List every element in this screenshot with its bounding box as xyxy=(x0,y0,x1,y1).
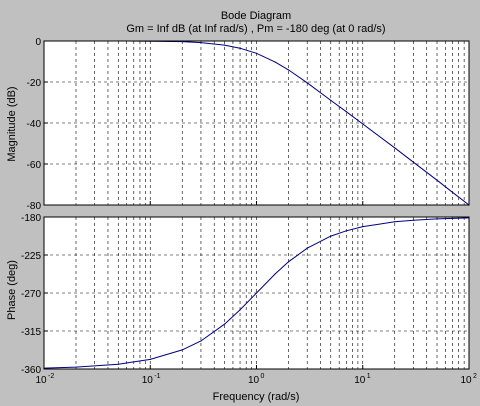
phase-data-point xyxy=(149,358,151,360)
x-tick-label-exponent: 0 xyxy=(261,373,265,380)
phase-data-point xyxy=(223,323,226,325)
x-tick-label-exponent: -1 xyxy=(154,373,160,380)
phase-data-point xyxy=(274,273,276,275)
phase-data-point xyxy=(412,219,415,221)
magnitude-y-tick-label: -40 xyxy=(27,119,42,130)
x-tick-label: 10 xyxy=(142,375,154,386)
x-tick-label: 10 xyxy=(248,375,260,386)
phase-axes-box xyxy=(43,216,470,370)
magnitude-data-point xyxy=(362,123,364,125)
chart-title: Bode Diagram xyxy=(221,10,291,22)
phase-y-tick-label: -360 xyxy=(21,365,41,376)
x-tick-label: 10 xyxy=(460,375,472,386)
x-tick-label-exponent: 1 xyxy=(367,373,371,380)
phase-data-point xyxy=(117,363,119,365)
phase-data-point xyxy=(255,292,258,294)
x-tick-label-exponent: 2 xyxy=(473,373,477,380)
phase-data-point xyxy=(75,366,77,368)
phase-data-point xyxy=(330,235,332,237)
phase-data-point xyxy=(181,349,183,351)
x-tick-label: 10 xyxy=(35,375,47,386)
magnitude-data-point xyxy=(200,42,202,44)
phase-data-point xyxy=(306,247,308,249)
phase-response-line xyxy=(43,217,470,369)
magnitude-data-point xyxy=(436,179,438,181)
phase-data-point xyxy=(436,218,438,220)
phase-y-tick-label: -225 xyxy=(21,251,41,262)
magnitude-data-point xyxy=(255,52,258,54)
phase-data-point xyxy=(362,226,364,228)
magnitude-data-point xyxy=(306,82,308,84)
magnitude-axes-box xyxy=(43,40,470,206)
x-tick-label: 10 xyxy=(354,375,366,386)
magnitude-data-point xyxy=(287,69,290,71)
phase-data-point xyxy=(287,261,290,263)
phase-y-tick-label: -315 xyxy=(21,327,41,338)
phase-data-point xyxy=(200,340,202,342)
phase-y-tick-label: -180 xyxy=(21,213,41,224)
phase-data-point xyxy=(394,221,396,223)
magnitude-y-tick-label: -80 xyxy=(27,201,42,212)
phase-axis-label: Phase (deg) xyxy=(6,260,18,320)
magnitude-y-tick-label: -20 xyxy=(27,78,42,89)
magnitude-data-point xyxy=(223,44,226,46)
magnitude-data-point xyxy=(274,61,276,63)
magnitude-data-point xyxy=(451,191,454,193)
x-tick-label-exponent: -2 xyxy=(48,373,54,380)
magnitude-data-point xyxy=(345,111,347,113)
phase-y-tick-label: -270 xyxy=(21,289,41,300)
magnitude-data-point xyxy=(412,161,415,163)
magnitude-axis-label: Magnitude (dB) xyxy=(6,86,18,161)
magnitude-y-tick-label: -60 xyxy=(27,160,42,171)
magnitude-data-point xyxy=(239,47,241,49)
phase-data-point xyxy=(345,230,347,232)
phase-data-point xyxy=(451,217,454,219)
magnitude-y-tick-label: 0 xyxy=(35,37,41,48)
chart-subtitle: Gm = Inf dB (at Inf rad/s) , Pm = -180 d… xyxy=(126,23,385,35)
magnitude-data-point xyxy=(394,147,396,149)
x-axis-label: Frequency (rad/s) xyxy=(213,391,300,403)
phase-data-point xyxy=(239,309,241,311)
magnitude-data-point xyxy=(330,99,332,102)
